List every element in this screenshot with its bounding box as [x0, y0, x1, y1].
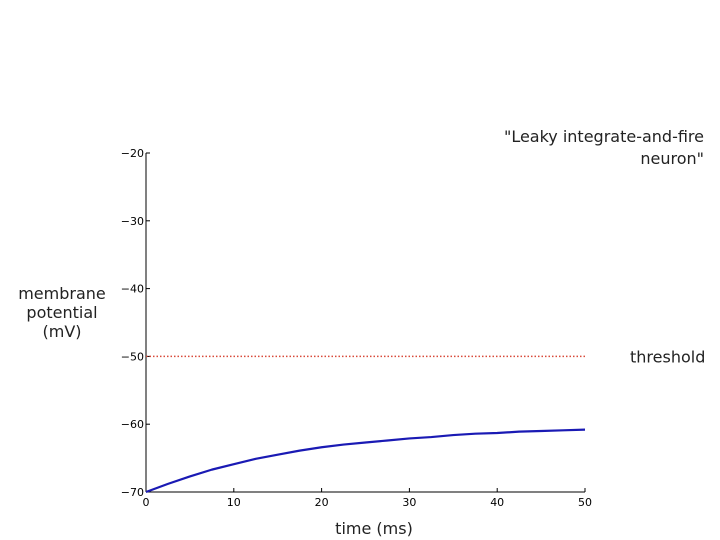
- y-axis-label-line-3: (mV): [42, 322, 81, 341]
- y-tick-label: −60: [121, 418, 144, 431]
- x-tick-label: 40: [490, 496, 504, 509]
- threshold-label: threshold: [630, 347, 705, 366]
- y-tick-label: −50: [121, 350, 144, 363]
- chart-title-line-2: neuron": [640, 149, 704, 168]
- membrane-potential-line: [145, 428, 586, 494]
- y-axis-label-line-2: potential: [26, 303, 97, 322]
- x-axis-label: time (ms): [335, 519, 413, 538]
- x-tick-label: 30: [402, 496, 416, 509]
- y-axis-label-line-1: membrane: [18, 284, 106, 303]
- y-tick-label: −70: [121, 486, 144, 499]
- chart-title-line-1: "Leaky integrate-and-fire: [504, 127, 704, 146]
- x-tick-label: 10: [227, 496, 241, 509]
- x-axis-ticks: 0 10 20 30 40 50: [143, 488, 592, 509]
- y-axis-ticks: −70 −60 −50 −40 −30 −20: [121, 147, 150, 499]
- x-tick-label: 50: [578, 496, 592, 509]
- x-tick-label: 0: [143, 496, 150, 509]
- series-layer: [145, 428, 586, 494]
- x-tick-label: 20: [315, 496, 329, 509]
- y-tick-label: −20: [121, 147, 144, 160]
- y-tick-label: −30: [121, 215, 144, 228]
- y-tick-label: −40: [121, 283, 144, 296]
